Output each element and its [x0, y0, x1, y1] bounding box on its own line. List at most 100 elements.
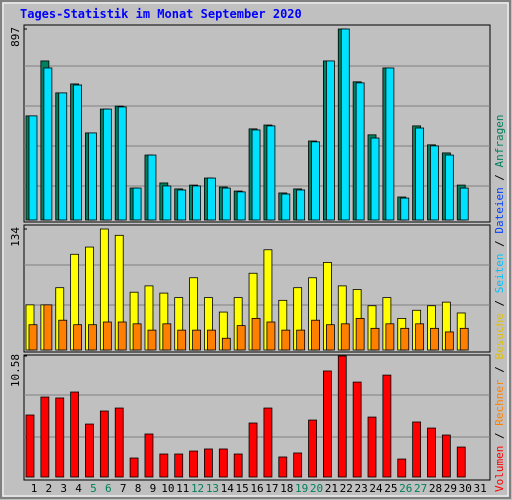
bar: [415, 323, 425, 351]
x-tick-label: 16: [250, 482, 263, 495]
x-tick-label: 18: [280, 482, 293, 495]
x-tick-label: 14: [221, 482, 235, 495]
bar: [251, 129, 261, 221]
bar: [293, 452, 303, 478]
bar: [311, 319, 320, 351]
bar: [25, 414, 35, 478]
x-tick-label: 7: [120, 482, 127, 495]
bar: [456, 446, 466, 478]
bar: [385, 67, 395, 221]
bar: [221, 337, 231, 351]
bar: [114, 407, 124, 478]
x-tick-label: 27: [414, 482, 427, 495]
bar: [296, 189, 306, 221]
x-tick-label: 17: [265, 482, 278, 495]
x-tick-label: 26: [399, 482, 412, 495]
x-tick-label: 22: [340, 482, 353, 495]
legend-separator: /: [493, 293, 506, 313]
legend-separator: /: [493, 426, 506, 446]
bar: [189, 450, 198, 478]
bar: [40, 396, 50, 478]
bar: [43, 67, 53, 221]
bar: [132, 187, 142, 221]
bar: [236, 191, 246, 221]
bar: [248, 422, 258, 478]
x-tick-label: 23: [355, 482, 368, 495]
bar: [355, 82, 365, 221]
bar: [311, 141, 320, 221]
bar: [174, 453, 184, 478]
bar: [322, 370, 332, 478]
bar: [58, 92, 68, 221]
bar: [28, 324, 38, 351]
bar: [58, 319, 68, 351]
x-tick-label: 25: [384, 482, 397, 495]
bar: [129, 457, 139, 478]
y-tick-label: 897: [9, 27, 22, 47]
legend: Volumen / Rechner / Besuche / Seiten / D…: [493, 114, 506, 492]
bar: [117, 106, 127, 221]
legend-entry: Besuche: [493, 313, 506, 359]
x-tick-label: 1: [31, 482, 38, 495]
bar: [251, 317, 261, 351]
bar: [162, 323, 172, 351]
x-tick-label: 29: [444, 482, 457, 495]
bar: [192, 329, 201, 351]
bar: [308, 419, 317, 478]
bar: [444, 331, 454, 351]
bar: [278, 456, 288, 478]
x-tick-label: 3: [60, 482, 67, 495]
bar: [266, 321, 276, 351]
bar: [370, 327, 380, 351]
bar: [99, 410, 109, 478]
bar: [144, 433, 154, 478]
bar: [385, 323, 395, 351]
legend-entry: Seiten: [493, 254, 506, 294]
bar: [367, 416, 377, 478]
bar: [281, 193, 291, 221]
bar: [340, 28, 350, 221]
x-tick-label: 2: [46, 482, 53, 495]
bar: [102, 321, 112, 351]
y-tick-label: 134: [9, 227, 22, 247]
bar: [192, 185, 201, 221]
bar: [340, 323, 350, 351]
bar: [430, 327, 439, 351]
x-tick-label: 30: [459, 482, 472, 495]
bar: [427, 427, 436, 478]
bar: [415, 127, 425, 221]
bar: [355, 317, 365, 351]
x-tick-label: 13: [206, 482, 219, 495]
legend-entry: Dateien: [493, 187, 506, 233]
x-tick-label: 10: [161, 482, 174, 495]
legend-entry: Rechner: [493, 379, 506, 426]
x-tick-label: 9: [150, 482, 157, 495]
bar: [400, 327, 410, 351]
x-tick-label: 12: [191, 482, 204, 495]
bar: [204, 448, 213, 478]
bar: [207, 177, 216, 221]
bar: [296, 329, 306, 351]
bar: [88, 324, 97, 351]
bar: [412, 421, 422, 478]
bar: [85, 423, 94, 478]
bar: [117, 321, 127, 351]
x-tick-label: 31: [473, 482, 486, 495]
bar: [218, 448, 228, 478]
bar: [444, 154, 454, 221]
bar: [132, 323, 142, 351]
bar: [352, 381, 362, 478]
bar: [430, 145, 439, 221]
bar: [207, 329, 216, 351]
bar: [73, 324, 83, 351]
bar: [337, 355, 347, 478]
legend-entry: Anfragen: [493, 114, 506, 167]
x-tick-label: 5: [90, 482, 97, 495]
y-tick-label: 10.58: [9, 354, 22, 387]
x-tick-label: 8: [135, 482, 142, 495]
bar: [159, 453, 169, 478]
legend-entry: Volumen: [493, 446, 506, 492]
bar: [459, 187, 469, 221]
